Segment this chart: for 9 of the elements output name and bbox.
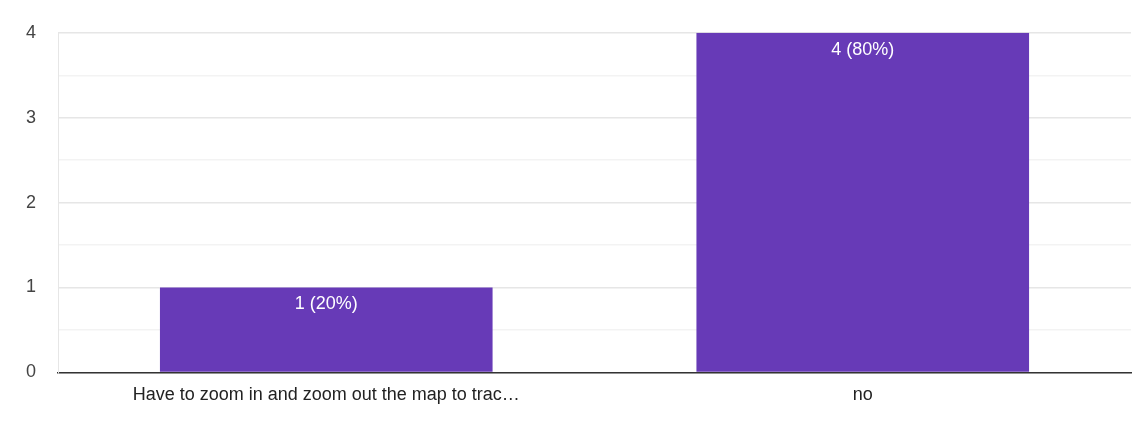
y-tick-label: 1 — [26, 276, 37, 297]
y-tick-label: 0 — [26, 361, 37, 382]
data-label: 1 (20%) — [294, 293, 358, 314]
x-tick-label: Have to zoom in and zoom out the map to trac… — [132, 384, 520, 405]
data-label: 4 (80%) — [831, 38, 895, 59]
y-tick-label: 4 — [26, 21, 37, 42]
y-tick-label: 3 — [26, 106, 37, 127]
x-tick-label: no — [852, 384, 873, 405]
y-tick-label: 2 — [26, 191, 37, 212]
